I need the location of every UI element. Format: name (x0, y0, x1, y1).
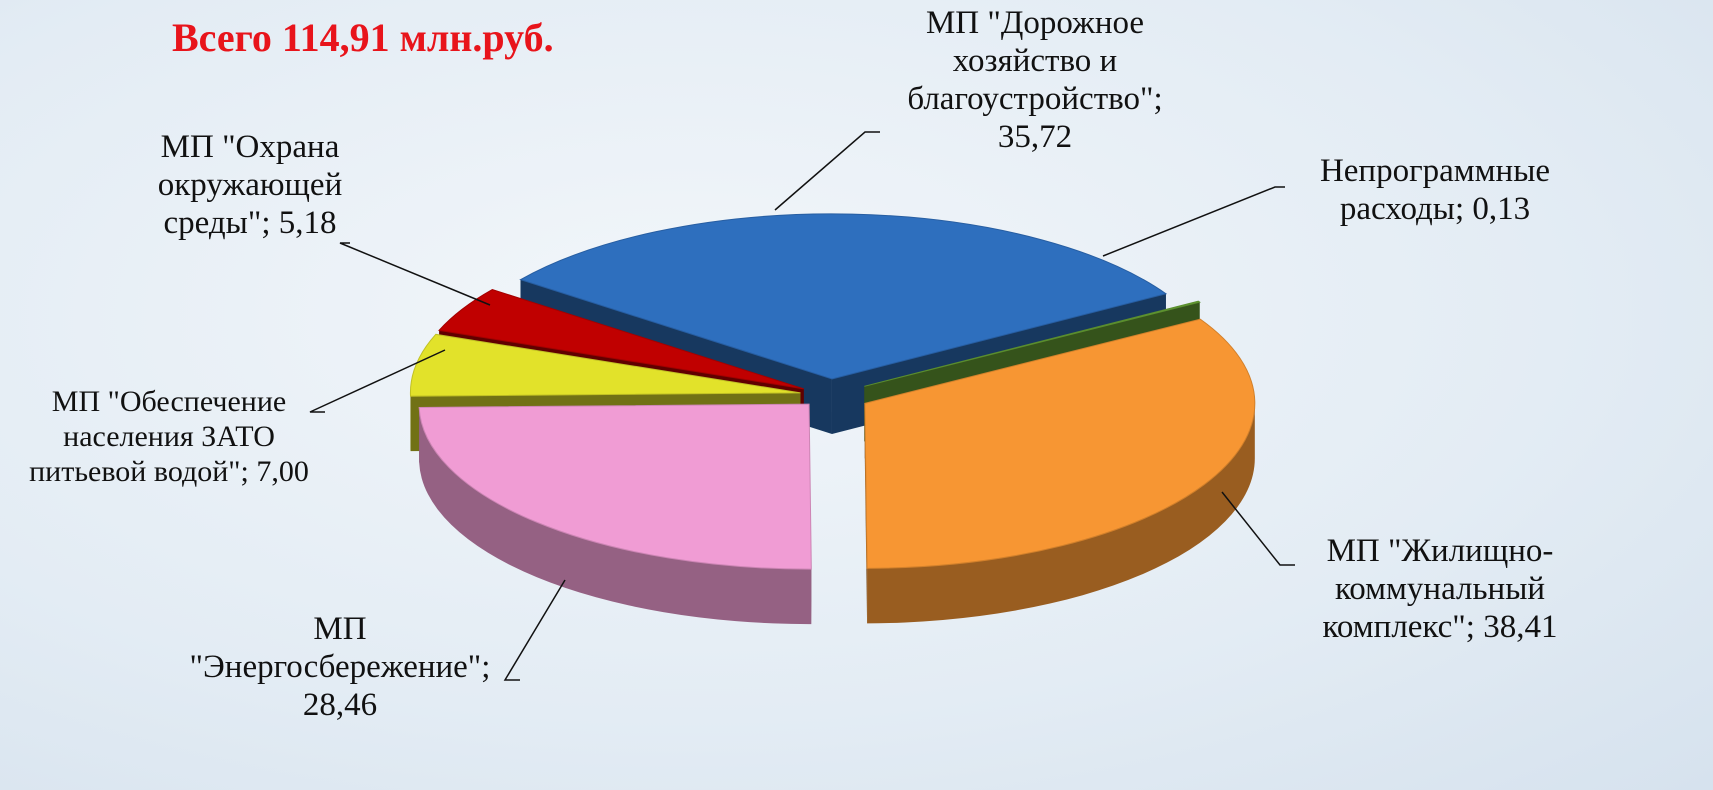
data-label: МП "Дорожное хозяйство и благоустройство… (870, 4, 1200, 156)
label-separator: ; (481, 649, 499, 685)
chart-title: Всего 114,91 млн.руб. (172, 15, 554, 60)
value-label: 5,18 (278, 205, 337, 241)
slice-top (864, 318, 1256, 569)
data-label: МП "Энергосбережение"; 28,46 (160, 610, 520, 724)
label-separator: ; (261, 205, 279, 241)
value-label: 28,46 (302, 687, 378, 723)
value-label: 7,00 (256, 455, 309, 488)
data-label: МП "Обеспечение населения ЗАТО питьевой … (4, 384, 334, 489)
slice-side (419, 407, 812, 625)
slice (418, 403, 812, 625)
slice-top (410, 333, 801, 397)
leader-line (309, 349, 446, 413)
leader-line (1221, 491, 1295, 566)
category-name: МП "Охрана окружающей среды" (157, 129, 351, 241)
category-name: МП "Энергосбережение" (189, 611, 482, 685)
category-name: МП "Дорожное хозяйство и благоустройство… (907, 5, 1154, 117)
label-separator: ; (1153, 81, 1171, 117)
slice-top (519, 213, 1168, 380)
slice-side (867, 403, 1255, 624)
leader-line (1102, 186, 1285, 257)
leader-line (774, 131, 880, 211)
value-label: 0,13 (1472, 191, 1531, 227)
value-label: 38,41 (1483, 609, 1558, 645)
slice-top (864, 300, 1201, 387)
category-name: Непрограммные расходы (1319, 153, 1559, 227)
label-separator: ; (1454, 191, 1473, 227)
label-separator: ; (240, 455, 257, 488)
slice (864, 318, 1256, 624)
data-label: МП "Охрана окружающей среды"; 5,18 (120, 128, 380, 242)
value-label: 35,72 (997, 119, 1073, 155)
data-label: Непрограммные расходы; 0,13 (1285, 152, 1585, 228)
slice-top (438, 289, 804, 390)
leader-line (503, 579, 566, 681)
label-separator: ; (1465, 609, 1484, 645)
leader-line (339, 242, 491, 306)
category-name: МП "Обеспечение населения ЗАТО питьевой … (29, 385, 294, 488)
category-name: МП "Жилищно-коммунальный комплекс" (1322, 533, 1554, 645)
data-label: МП "Жилищно-коммунальный комплекс"; 38,4… (1290, 532, 1590, 646)
slice-top (418, 403, 812, 570)
